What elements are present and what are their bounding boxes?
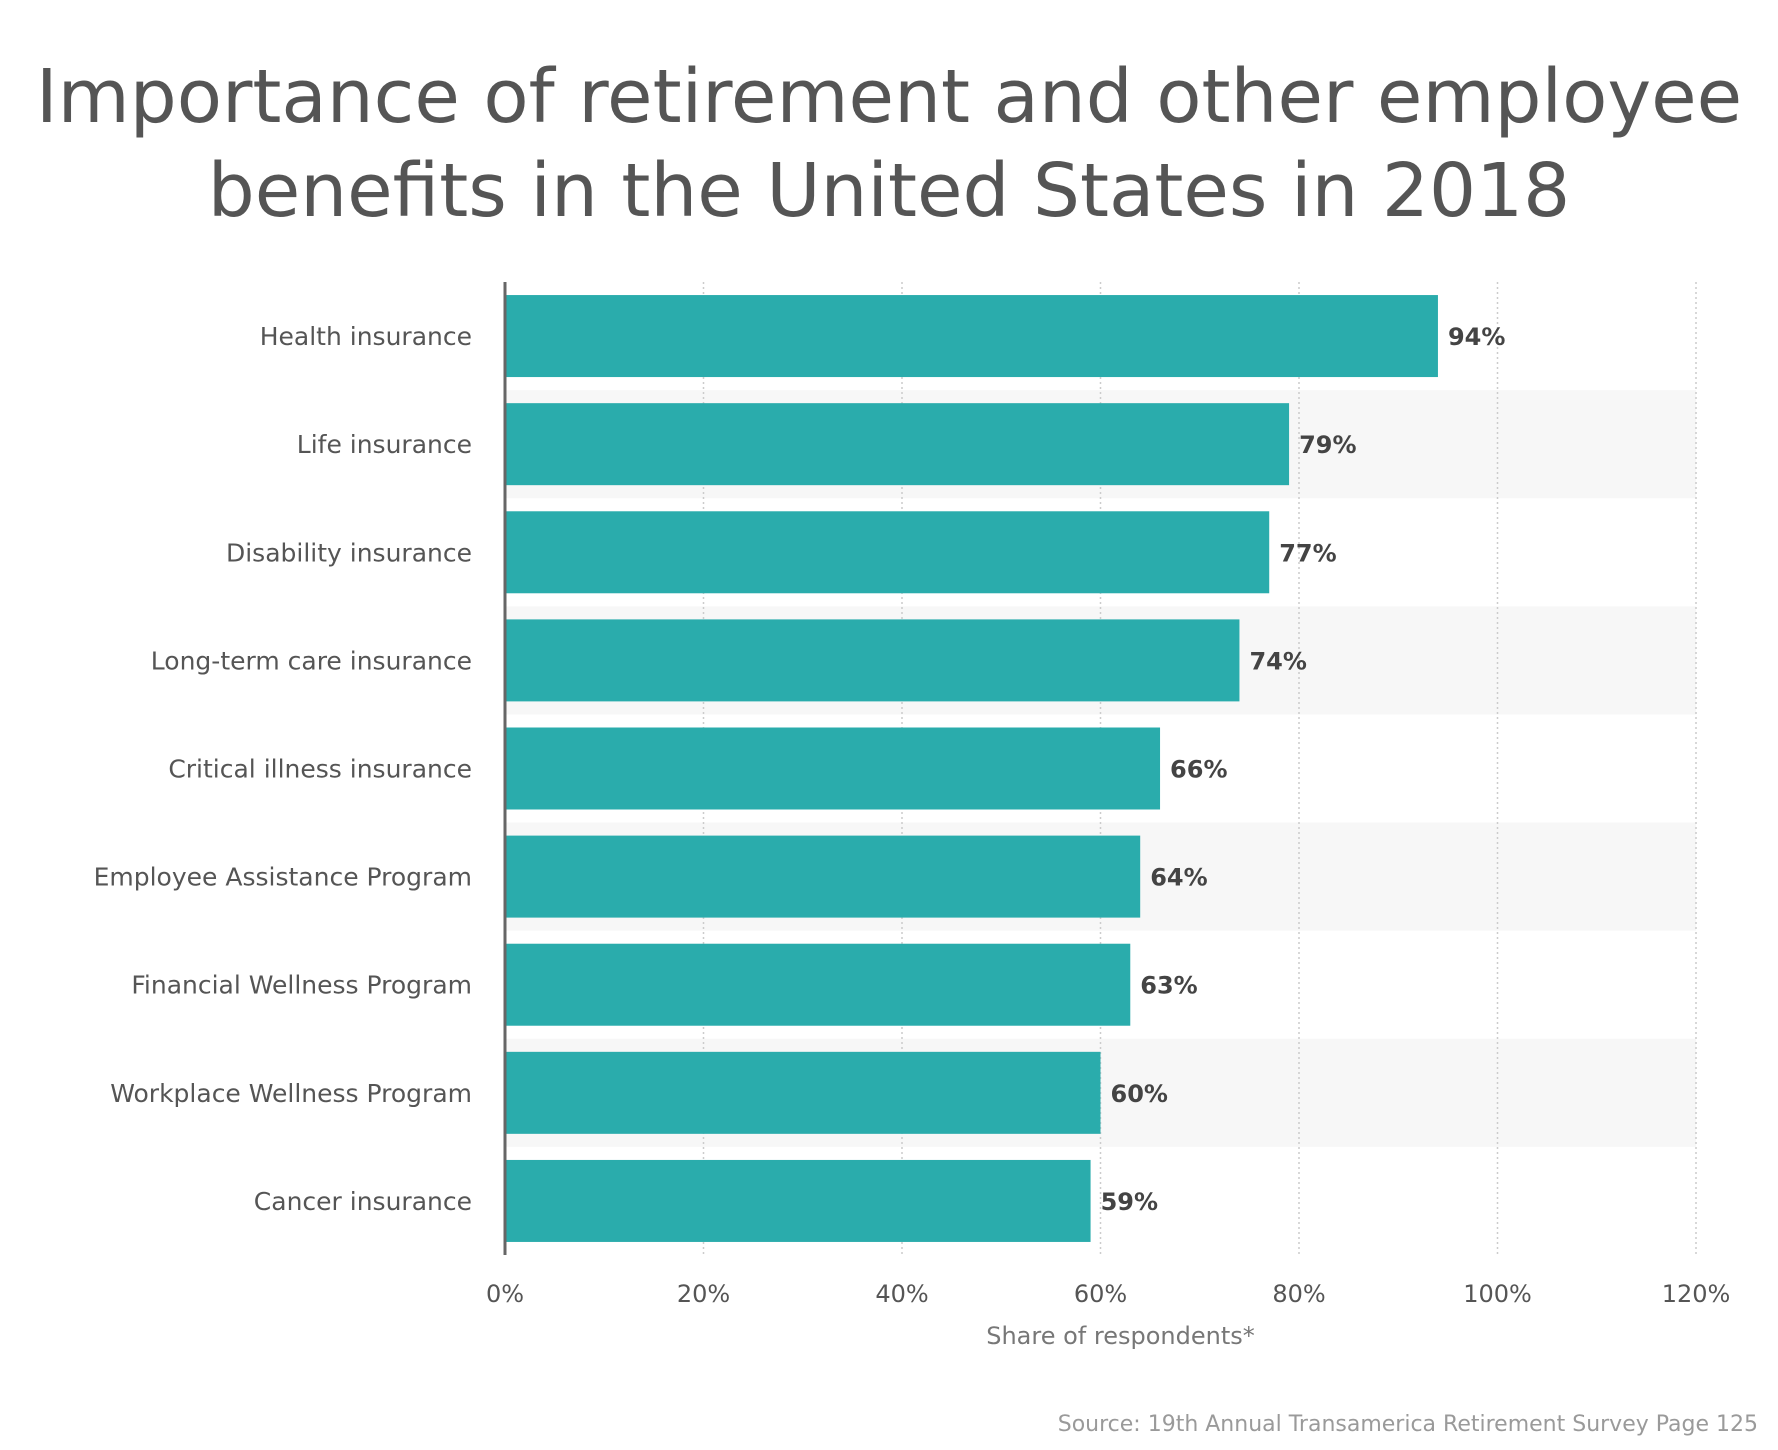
bar [505, 403, 1290, 486]
bar [505, 943, 1131, 1026]
x-tick-label: 80% [1272, 1280, 1325, 1308]
category-label: Workplace Wellness Program [110, 1079, 472, 1108]
chart-title: Importance of retirement and other emplo… [35, 54, 1743, 234]
bar [505, 511, 1270, 594]
value-label: 77% [1279, 539, 1336, 567]
value-label: 63% [1140, 972, 1197, 1000]
x-tick-label: 120% [1662, 1280, 1731, 1308]
bar [505, 1159, 1091, 1242]
value-label: 60% [1111, 1080, 1168, 1108]
x-tick-label: 20% [677, 1280, 730, 1308]
x-tick-labels: 0% 20% 40% 60% 80% 100% 120% [486, 1280, 1730, 1308]
category-label: Financial Wellness Program [131, 971, 472, 1000]
value-label: 74% [1249, 647, 1306, 675]
value-label: 66% [1170, 756, 1227, 784]
x-tick-label: 0% [486, 1280, 524, 1308]
category-label: Life insurance [297, 430, 472, 459]
bar [505, 1051, 1101, 1134]
category-label: Disability insurance [226, 538, 472, 567]
category-label: Health insurance [260, 322, 472, 351]
category-label: Critical illness insurance [168, 755, 472, 784]
value-label: 79% [1299, 431, 1356, 459]
x-axis-label: Share of respondents* [986, 1322, 1255, 1350]
bar [505, 619, 1240, 702]
x-tick-label: 40% [875, 1280, 928, 1308]
bar [505, 835, 1141, 918]
category-label: Employee Assistance Program [94, 863, 472, 892]
x-tick-label: 60% [1074, 1280, 1127, 1308]
value-labels: 94% 79% 77% 74% 66% 64% 63% 60% 59% [1101, 323, 1506, 1216]
category-labels: Health insurance Life insurance Disability… [94, 322, 472, 1216]
value-label: 94% [1448, 323, 1505, 351]
category-label: Cancer insurance [254, 1187, 472, 1216]
category-label: Long-term care insurance [151, 646, 472, 675]
value-label: 64% [1150, 864, 1207, 892]
source-note: Source: 19th Annual Transamerica Retirem… [1057, 1412, 1758, 1437]
value-label: 59% [1101, 1188, 1158, 1216]
x-tick-label: 100% [1463, 1280, 1532, 1308]
bars [505, 295, 1438, 1242]
bar [505, 727, 1161, 810]
bar [505, 295, 1438, 378]
